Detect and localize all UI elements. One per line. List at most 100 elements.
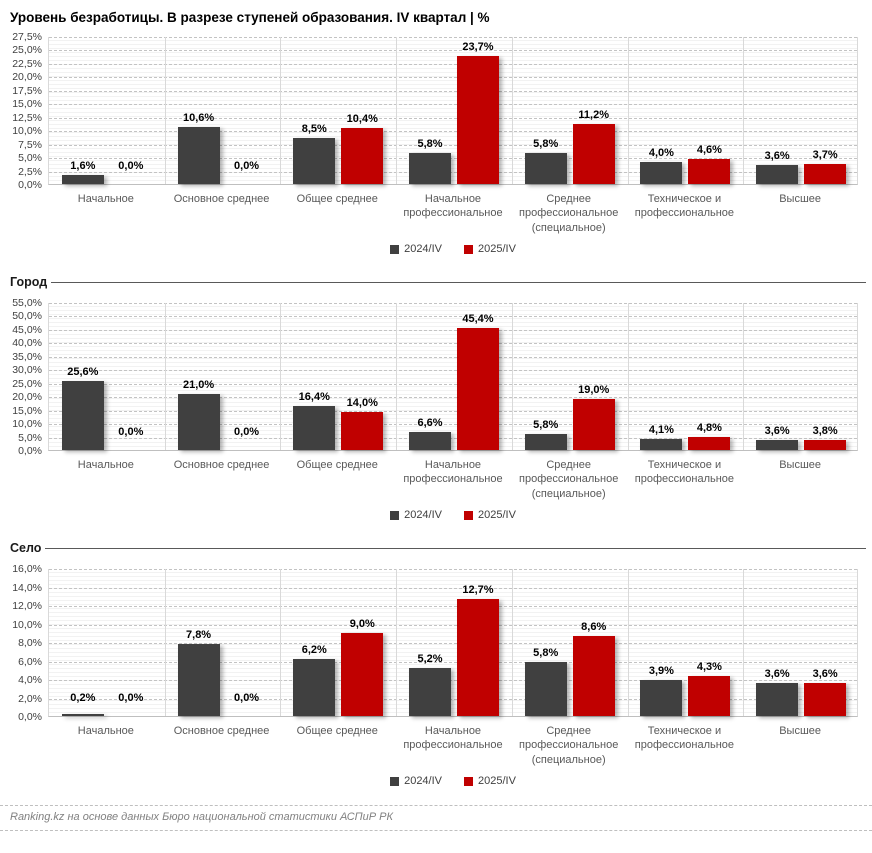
category-label: Начальное [77,725,134,737]
chart-rural: Село 0,0% 2,0% 4,0% 6,0% 8,0% 10,0% 12,0% 14,0%… [0,539,872,791]
y-axis-tick-label: 17,5% [12,84,42,97]
y-axis-tick-label: 5,0% [18,431,42,444]
bar-2025-IV [572,636,615,716]
category-separator-line [280,303,282,450]
value-label: 23,7% [462,41,494,54]
y-axis-tick-label: 50,0% [12,310,42,323]
y-axis-tick-label: 2,0% [18,692,42,705]
category-separator-line [511,569,513,716]
chart-area: 0,0% 5,0% 10,0% 15,0% 20,0% 25,0% 30,0% 35,0% 40… [0,297,872,457]
bar-2025-IV [457,327,499,450]
bar-2025-IV [457,598,499,716]
value-label: 3,6% [764,425,790,438]
legend-label: 2024/IV [404,509,442,521]
y-axis-tick-label: 12,5% [12,111,42,124]
gridline [49,606,857,607]
chart-city: Город 0,0% 5,0% 10,0% 15,0% 20,0% 25,0% 30,0% 3… [0,273,872,525]
bar-2024-IV [640,679,683,716]
y-axis: 0,0% 5,0% 10,0% 15,0% 20,0% 25,0% 30,0% 35,0% 40… [0,297,48,457]
category-separator-line [164,569,166,716]
category-label: Техническое и профессиональное [634,193,735,220]
value-label: 21,0% [182,378,215,391]
value-label: 4,1% [648,423,674,436]
gridline [49,50,857,52]
value-label: 5,8% [533,137,559,150]
section-title: Село [10,541,42,555]
gridline [49,329,857,331]
legend-item-2024: 2024/IV [390,775,442,787]
section-header-rural: Село [10,539,866,557]
bar-2024-IV [640,438,683,450]
value-label: 0,0% [118,692,144,704]
legend-swatch-2024-icon [390,510,400,520]
category-separator-line [396,303,398,450]
category-labels: Начальное Основное среднее Общее среднее На… [48,451,858,503]
value-label: 3,8% [812,424,838,437]
gridline [49,117,857,119]
category-labels: Начальное Основное среднее Общее среднее На… [48,185,858,237]
gridline [49,158,857,160]
category-separator-line [743,569,745,716]
category-label: Начальное [77,459,134,471]
y-axis-tick-label: 25,0% [12,44,42,57]
gridline [49,37,857,38]
gridline [49,77,857,79]
category-label: Среднее профессиональное (специальное) [519,193,619,234]
bar-2025-IV [341,632,384,716]
y-axis-tick-label: 10,0% [12,618,42,631]
category-label: Высшее [779,459,822,471]
value-label: 3,6% [812,667,838,680]
gridline [49,303,857,304]
bar-2025-IV [804,164,847,184]
gridline [49,356,857,358]
bar-2025-IV [341,412,384,450]
gridline [49,569,857,570]
gridline [49,698,857,700]
y-axis-tick-label: 22,5% [12,57,42,70]
category-separator-line [396,37,398,184]
y-axis-tick-label: 40,0% [12,337,42,350]
value-label: 19,0% [578,383,610,396]
source-note: Ranking.kz на основе данных Бюро национа… [0,805,872,831]
bar-2024-IV [409,152,451,184]
bar-2024-IV [524,434,567,450]
value-label: 3,7% [812,149,838,162]
gridline [49,587,857,589]
gridline [49,343,857,345]
y-axis-tick-label: 55,0% [12,297,42,309]
bar-2024-IV [293,138,336,184]
value-label: 0,0% [118,160,144,172]
category-separator-line [627,303,629,450]
bar-2025-IV [804,439,847,450]
legend-label: 2024/IV [404,243,442,255]
y-axis-tick-label: 20,0% [12,71,42,84]
y-axis-tick-label: 6,0% [18,655,42,668]
bar-2024-IV [409,667,451,716]
y-axis-tick-label: 20,0% [12,391,42,404]
gridline [49,680,857,681]
y-axis-tick-label: 15,0% [12,98,42,111]
y-axis-tick-label: 27,5% [12,31,42,43]
gridline [49,624,857,626]
legend-item-2025: 2025/IV [464,243,516,255]
y-axis-tick-label: 16,0% [12,563,42,575]
category-label: Основное среднее [173,459,270,471]
category-label: Основное среднее [173,725,270,737]
category-separator-line [396,569,398,716]
bar-2025-IV [341,128,384,184]
value-label: 3,6% [764,149,790,162]
y-axis: 0,0% 2,5% 5,0% 7,5% 10,0% 12,5% 15,0% 17,5% 20,0… [0,31,48,191]
bar-2025-IV [688,676,731,716]
value-label: 10,6% [182,111,215,124]
value-label: 8,6% [581,621,607,634]
bar-2025-IV [804,682,847,716]
category-separator-line [164,37,166,184]
bar-2025-IV [688,159,731,184]
bar-2024-IV [524,152,567,184]
legend-item-2025: 2025/IV [464,775,516,787]
bar-2024-IV [293,658,336,716]
value-label: 45,4% [462,312,494,325]
value-label: 8,5% [301,123,327,136]
chart-legend: 2024/IV 2025/IV [48,239,858,259]
